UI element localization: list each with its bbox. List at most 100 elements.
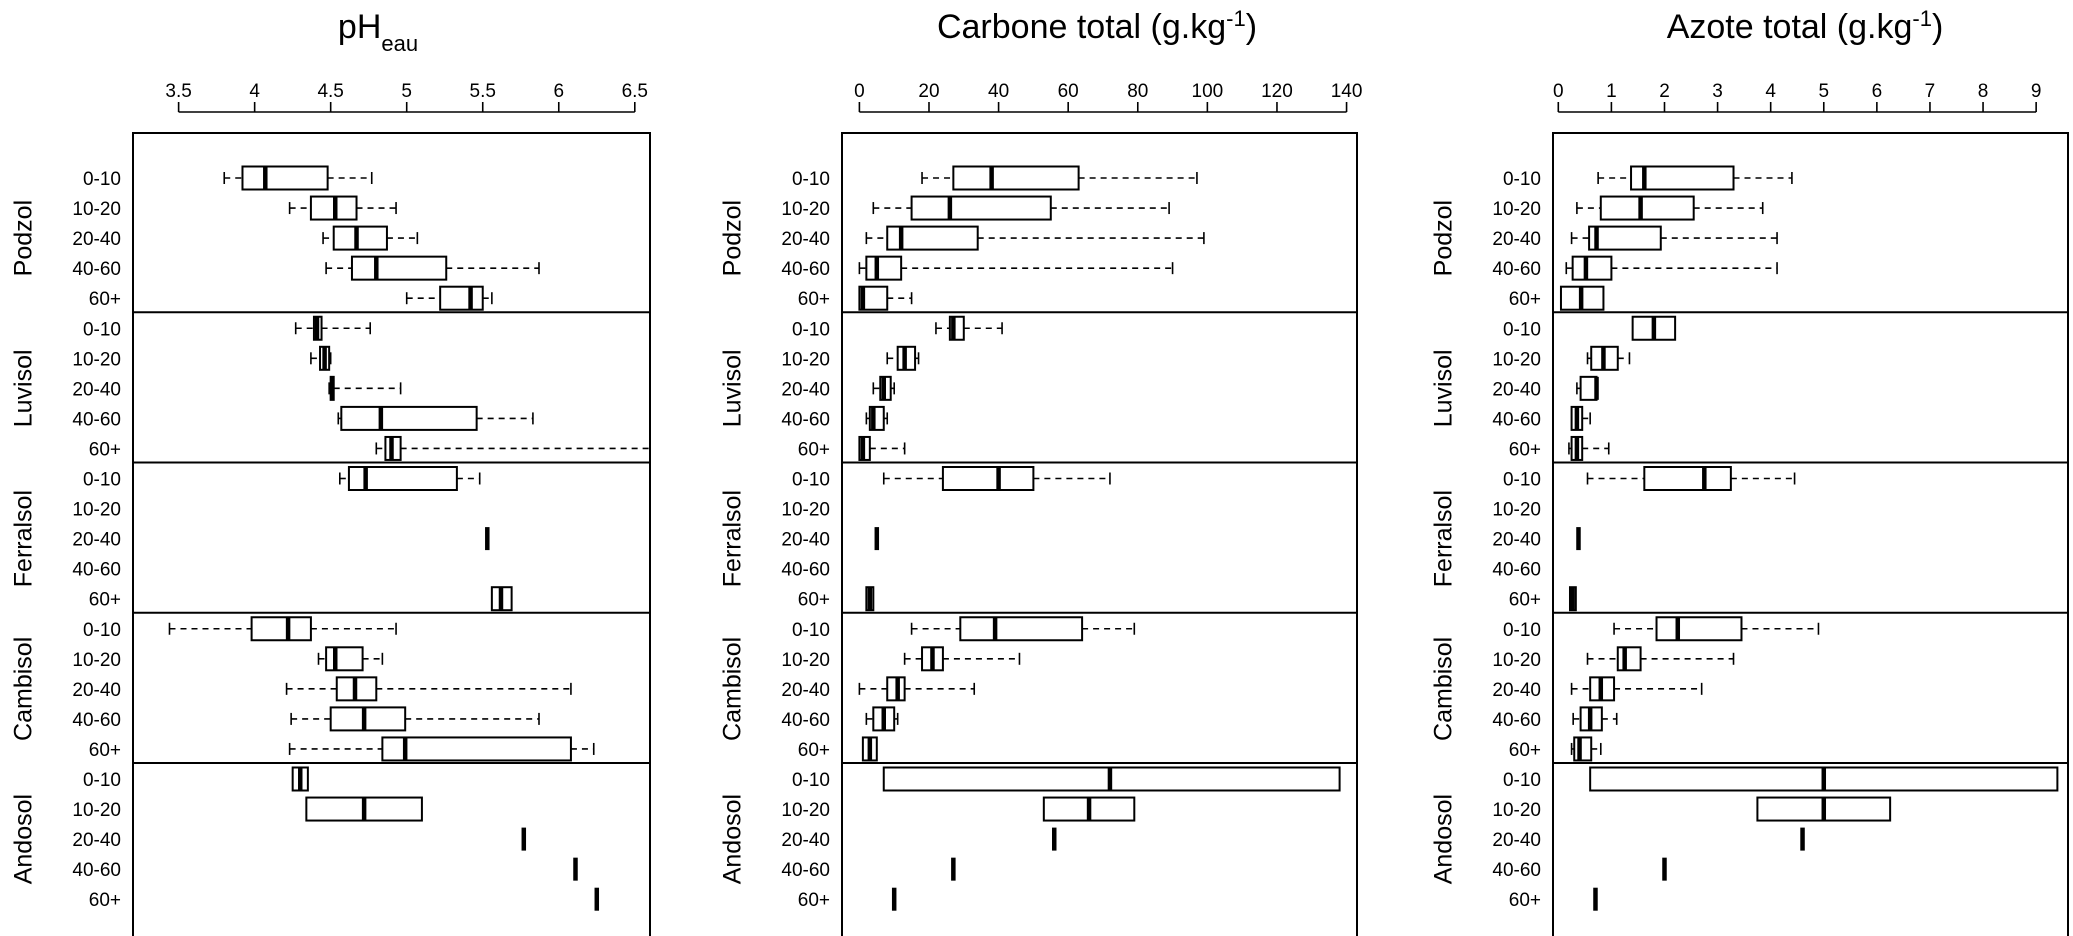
depth-label: 10-20 [72,500,121,521]
box-iqr [1630,165,1735,191]
box-iqr [959,616,1084,642]
box-iqr [347,466,458,491]
depth-label: 0-10 [792,470,830,491]
box-iqr [325,646,364,672]
x-tick-label: 6.5 [622,81,648,102]
depth-label: 20-40 [781,379,830,400]
x-tick-label: 4.5 [317,81,343,102]
depth-label: 10-20 [72,650,121,671]
box-iqr [381,736,572,762]
panel-title: Carbone total (g.kg-1) [937,6,1257,47]
box-iqr [1616,646,1642,672]
depth-label: 20-40 [781,680,830,701]
depth-label: 40-60 [781,409,830,430]
x-tick-label: 40 [988,81,1009,102]
depth-label: 40-60 [1492,259,1541,280]
soil-label: Andosol [1430,794,1458,884]
depth-label: 60+ [1509,890,1541,911]
depth-label: 0-10 [1503,620,1541,641]
x-tick-label: 6 [553,81,564,102]
depth-label: 10-20 [72,199,121,220]
panel-2: Carbone total (g.kg-1) 0 20 40 60 80 100 120 140… [719,6,1362,936]
depth-label: 10-20 [1492,349,1541,370]
depth-label: 60+ [798,439,830,460]
depth-label: 60+ [1509,289,1541,310]
depth-label: 60+ [1509,439,1541,460]
soil-label: Cambisol [10,637,38,741]
soil-label: Ferralsol [10,490,38,587]
depth-label: 10-20 [72,800,121,821]
depth-label: 20-40 [1492,229,1541,250]
soil-label: Cambisol [1430,637,1458,741]
x-tick-label: 1 [1606,81,1617,102]
depth-label: 40-60 [1492,860,1541,881]
depth-label: 20-40 [781,830,830,851]
panel-frame [1552,132,2069,936]
soil-label: Podzol [10,200,38,276]
box-iqr [350,255,448,281]
x-tick-label: 4 [249,81,260,102]
depth-label: 0-10 [83,770,121,791]
panel-title: pHeau [338,8,418,56]
soil-label: Ferralsol [1430,490,1458,587]
soil-label: Luvisol [10,349,38,427]
x-tick-label: 5 [1818,81,1829,102]
box-iqr [439,285,484,311]
soil-label: Podzol [719,200,747,276]
soil-label: Luvisol [1430,349,1458,427]
depth-label: 40-60 [1492,560,1541,581]
depth-label: 0-10 [1503,470,1541,491]
depth-label: 10-20 [1492,800,1541,821]
depth-label: 20-40 [781,530,830,551]
depth-label: 10-20 [781,800,830,821]
depth-label: 60+ [798,890,830,911]
depth-label: 40-60 [72,710,121,731]
x-tick-label: 8 [1978,81,1989,102]
x-tick-label: 3.5 [165,81,191,102]
depth-label: 20-40 [72,229,121,250]
depth-label: 40-60 [781,259,830,280]
x-tick-label: 0 [854,81,865,102]
box-iqr [858,285,889,311]
box-iqr [941,466,1035,491]
x-tick-label: 100 [1192,81,1224,102]
x-tick-label: 9 [2031,81,2042,102]
depth-label: 10-20 [781,199,830,220]
x-tick-label: 3 [1712,81,1723,102]
box-iqr [1588,225,1662,251]
box-iqr [340,405,478,431]
box-iqr [1655,616,1743,642]
x-tick-label: 5.5 [470,81,496,102]
depth-label: 40-60 [72,860,121,881]
x-tick-label: 7 [1925,81,1936,102]
box-iqr [1643,466,1732,491]
depth-label: 0-10 [1503,319,1541,340]
panel-title: Azote total (g.kg-1) [1667,6,1944,47]
depth-label: 60+ [89,590,121,611]
depth-label: 40-60 [1492,710,1541,731]
depth-label: 20-40 [1492,530,1541,551]
panel-frame [841,132,1358,936]
depth-label: 0-10 [83,169,121,190]
depth-label: 60+ [798,289,830,310]
panel-frame [132,132,651,936]
x-tick-label: 5 [401,81,412,102]
depth-label: 60+ [89,890,121,911]
soil-label: Podzol [1430,200,1458,276]
box-iqr [332,225,388,251]
box-iqr [1579,375,1598,401]
depth-label: 60+ [89,439,121,460]
depth-label: 60+ [89,289,121,310]
depth-label: 10-20 [1492,500,1541,521]
soil-label: Andosol [10,794,38,884]
depth-label: 20-40 [781,229,830,250]
box-iqr [952,165,1080,191]
box-iqr [241,165,329,191]
depth-label: 10-20 [1492,199,1541,220]
depth-label: 0-10 [792,169,830,190]
depth-label: 40-60 [1492,409,1541,430]
x-tick-label: 80 [1127,81,1148,102]
depth-label: 40-60 [72,259,121,280]
depth-label: 20-40 [72,530,121,551]
